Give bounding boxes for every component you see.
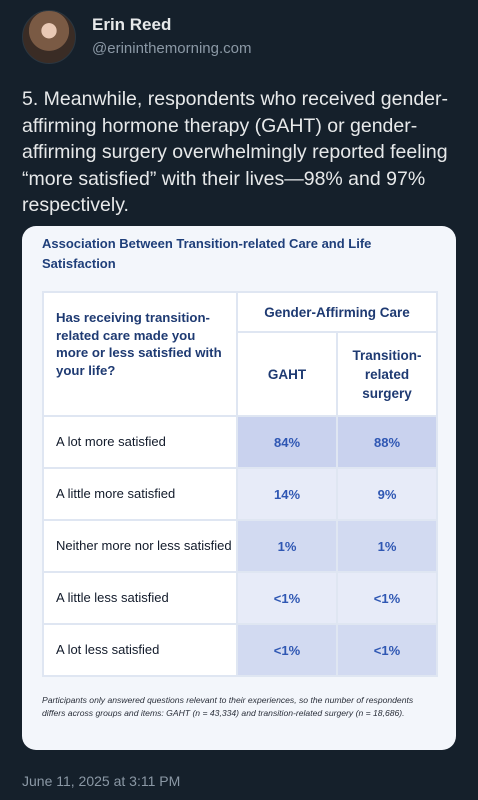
column-header-gaht: GAHT — [236, 331, 338, 417]
row-label: A little less satisfied — [42, 571, 238, 625]
satisfaction-table: Has receiving transition-related care ma… — [42, 291, 438, 677]
surgery-value: 88% — [336, 415, 438, 469]
card-title: Association Between Transition-related C… — [42, 236, 372, 271]
table-row: A little more satisfied 14% 9% — [42, 467, 438, 521]
surgery-value: <1% — [336, 623, 438, 677]
table-footnote: Participants only answered questions rel… — [42, 695, 414, 718]
surgery-value: 1% — [336, 519, 438, 573]
tweet-timestamp[interactable]: June 11, 2025 at 3:11 PM — [22, 773, 181, 789]
author-handle[interactable]: @erininthemorning.com — [92, 40, 252, 57]
tweet-header: Erin Reed @erininthemorning.com — [22, 10, 251, 64]
row-label: A lot more satisfied — [42, 415, 238, 469]
gaht-value: 1% — [236, 519, 338, 573]
table-row: A lot more satisfied 84% 88% — [42, 415, 438, 469]
table-row: A little less satisfied <1% <1% — [42, 571, 438, 625]
column-header-surgery: Transition-related surgery — [336, 331, 438, 417]
author-display-name[interactable]: Erin Reed — [92, 15, 172, 34]
table-group-header: Gender-Affirming Care — [236, 291, 438, 333]
gaht-value: 84% — [236, 415, 338, 469]
surgery-value: <1% — [336, 571, 438, 625]
tweet-text: 5. Meanwhile, respondents who received g… — [22, 88, 449, 216]
avatar[interactable] — [22, 10, 76, 64]
gaht-value: <1% — [236, 571, 338, 625]
row-label: Neither more nor less satisfied — [42, 519, 238, 573]
gaht-value: <1% — [236, 623, 338, 677]
table-question: Has receiving transition-related care ma… — [42, 291, 238, 417]
surgery-value: 9% — [336, 467, 438, 521]
gaht-value: 14% — [236, 467, 338, 521]
attached-image-card[interactable]: Association Between Transition-related C… — [22, 226, 456, 750]
table-row: A lot less satisfied <1% <1% — [42, 623, 438, 677]
row-label: A little more satisfied — [42, 467, 238, 521]
row-label: A lot less satisfied — [42, 623, 238, 677]
table-row: Neither more nor less satisfied 1% 1% — [42, 519, 438, 573]
author-names: Erin Reed @erininthemorning.com — [92, 14, 251, 60]
